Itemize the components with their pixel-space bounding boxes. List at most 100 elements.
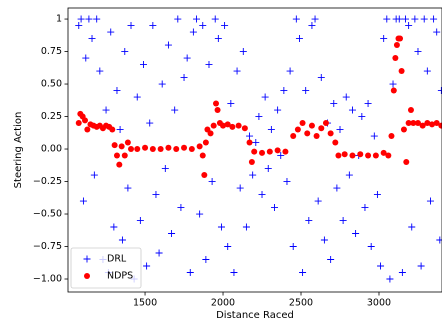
drl-point	[386, 275, 394, 283]
drl-point	[186, 269, 194, 277]
x-tick-label: 1500	[133, 298, 157, 309]
ndps-point	[397, 35, 404, 42]
ndps-point	[124, 139, 131, 146]
ndps-point	[380, 149, 387, 156]
drl-point	[85, 15, 93, 23]
ndps-point	[398, 68, 405, 75]
ndps-point	[407, 107, 414, 114]
drl-point	[305, 217, 313, 225]
ndps-point	[290, 133, 297, 140]
drl-point	[411, 15, 419, 23]
drl-point	[233, 67, 241, 75]
drl-point	[255, 113, 263, 121]
drl-point	[208, 178, 216, 186]
ndps-point	[266, 148, 273, 155]
drl-point	[280, 87, 288, 95]
y-tick-label: −1.00	[33, 274, 62, 285]
y-tick-label: −0.75	[33, 241, 62, 252]
x-tick-label: 3000	[367, 298, 391, 309]
ndps-point	[134, 146, 141, 153]
drl-point	[308, 22, 316, 30]
ndps-point	[388, 133, 395, 140]
ndps-point	[393, 42, 400, 49]
ndps-point	[403, 159, 410, 166]
drl-point	[124, 184, 132, 192]
drl-point	[107, 28, 115, 36]
drl-point	[158, 80, 166, 88]
drl-point	[327, 256, 335, 264]
drl-point	[289, 243, 297, 251]
drl-point	[270, 204, 278, 212]
ndps-point	[224, 121, 231, 128]
ndps-point	[392, 55, 399, 62]
y-tick-label: 0.75	[41, 46, 62, 57]
drl-point	[361, 204, 369, 212]
ndps-point	[308, 122, 315, 129]
drl-point	[277, 152, 285, 160]
drl-point	[426, 197, 434, 205]
ndps-point	[299, 120, 306, 127]
ndps-point	[438, 122, 442, 129]
drl-point	[143, 262, 151, 270]
drl-point	[339, 217, 347, 225]
ndps-point	[282, 148, 289, 155]
drl-point	[336, 126, 344, 134]
ndps-point	[414, 120, 421, 127]
ndps-point	[188, 146, 195, 153]
drl-point	[202, 256, 210, 264]
y-tick-label: 1	[56, 14, 62, 25]
drl-point	[358, 113, 366, 121]
drl-point	[171, 106, 179, 114]
drl-point	[96, 67, 104, 75]
ndps-point	[75, 120, 82, 127]
drl-point	[116, 126, 124, 134]
drl-point	[189, 28, 197, 36]
drl-point	[330, 100, 338, 108]
drl-point	[236, 184, 244, 192]
drl-point	[348, 106, 356, 114]
drl-point	[93, 15, 101, 23]
drl-point	[311, 15, 319, 23]
drl-point	[193, 15, 201, 23]
ndps-point	[335, 152, 342, 159]
drl-point	[364, 100, 372, 108]
ndps-point	[207, 130, 214, 137]
ndps-point	[196, 143, 203, 150]
ndps-point	[372, 152, 379, 159]
drl-point	[249, 171, 257, 179]
drl-point	[110, 223, 118, 231]
drl-point	[320, 236, 328, 244]
drl-point	[127, 22, 135, 30]
ndps-point	[149, 146, 156, 153]
ndps-point	[181, 144, 188, 151]
ndps-point	[128, 146, 135, 153]
drl-point	[408, 223, 416, 231]
legend-label: NDPS	[107, 271, 133, 282]
y-tick-label: 0.00	[41, 144, 62, 155]
drl-point	[152, 191, 160, 199]
ndps-point	[109, 126, 116, 133]
x-tick-label: 2000	[211, 298, 235, 309]
ndps-point	[210, 122, 217, 129]
drl-point	[174, 15, 182, 23]
ndps-point	[214, 107, 221, 114]
drl-point	[274, 106, 282, 114]
ndps-point	[318, 125, 325, 132]
drl-point	[217, 223, 225, 231]
drl-point	[205, 61, 213, 69]
ndps-point	[201, 172, 208, 179]
drl-point	[121, 48, 129, 56]
drl-point	[430, 15, 438, 23]
drl-point	[139, 61, 147, 69]
ndps-point	[235, 122, 242, 129]
drl-point	[295, 35, 303, 43]
ndps-point	[165, 144, 172, 151]
drl-point	[395, 15, 403, 23]
drl-point	[136, 217, 144, 225]
drl-point	[405, 22, 413, 30]
ndps-point	[173, 146, 180, 153]
ndps-point	[121, 152, 128, 159]
drl-point	[224, 243, 232, 251]
drl-point	[414, 48, 422, 56]
